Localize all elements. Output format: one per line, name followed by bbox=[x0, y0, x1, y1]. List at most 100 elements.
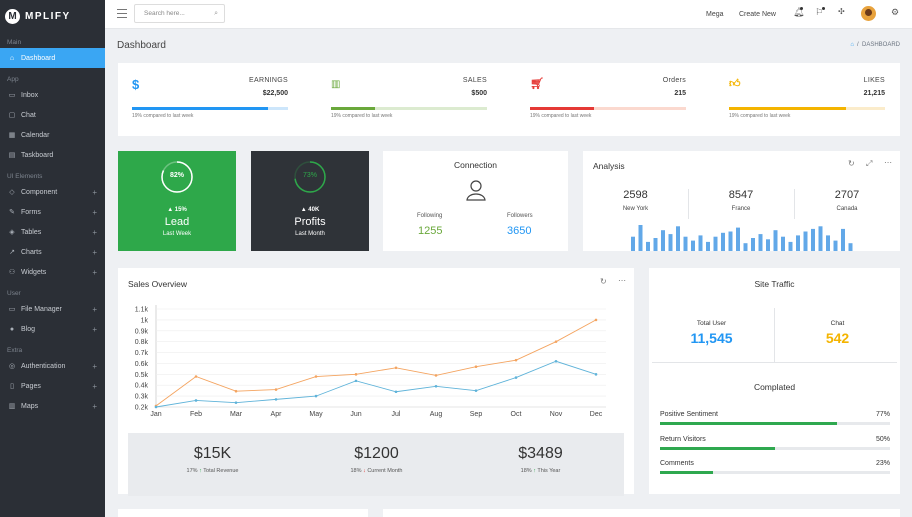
stat-progress-track bbox=[331, 107, 487, 110]
y-tick-label: 0.6k bbox=[135, 361, 149, 368]
analysis-bar bbox=[751, 238, 755, 251]
sidebar-item-authentication[interactable]: ◎ Authentication + bbox=[0, 356, 105, 376]
section-title-ui-elements: UI Elements bbox=[7, 173, 43, 180]
sidebar-item-taskboard[interactable]: ▤ Taskboard bbox=[0, 145, 105, 165]
translate-icon[interactable]: ✣ bbox=[838, 7, 845, 16]
summary-label: Current Month bbox=[367, 468, 403, 474]
sidebar-item-inbox[interactable]: ▭ Inbox bbox=[0, 85, 105, 105]
data-point bbox=[274, 398, 278, 401]
fullscreen-icon[interactable]: ⤢ bbox=[866, 159, 873, 168]
summary-box: $15K 17% ↑ Total Revenue $1200 18% ↓ Cur… bbox=[128, 433, 624, 496]
analysis-bar bbox=[773, 230, 778, 251]
breadcrumb: ⌂ / DASHBOARD bbox=[850, 42, 900, 48]
x-tick-label: Dec bbox=[590, 411, 603, 418]
expand-icon: + bbox=[92, 304, 97, 314]
analysis-bar bbox=[781, 236, 785, 251]
sidebar-item-maps[interactable]: ▥ Maps + bbox=[0, 396, 105, 416]
following-label: Following bbox=[417, 213, 443, 219]
bell-icon[interactable]: 🔔︎ bbox=[793, 7, 805, 17]
sales-overview-card: Sales Overview ↻ ⋯ 0.2k 0.3k 0.4k 0.5k 0.6k 0… bbox=[118, 268, 634, 496]
lead-progress-ring bbox=[161, 161, 193, 193]
profits-percent: 73% bbox=[302, 172, 317, 179]
data-point bbox=[154, 405, 158, 409]
sidebar-item-chat[interactable]: ▢ Chat bbox=[0, 105, 105, 125]
stat-value: 215 bbox=[674, 90, 686, 97]
refresh-icon[interactable]: ↻ bbox=[848, 159, 855, 168]
sidebar-item-component[interactable]: ◇ Component + bbox=[0, 182, 105, 202]
analysis-bar bbox=[721, 232, 725, 251]
data-point bbox=[274, 388, 278, 391]
sidebar-item-blog[interactable]: ● Blog + bbox=[0, 319, 105, 339]
gear-icon[interactable]: ⚙ bbox=[891, 7, 900, 17]
sidebar-item-widgets[interactable]: ⚇ Widgets + bbox=[0, 262, 105, 282]
trend-up-icon: ↑ bbox=[199, 468, 202, 474]
analysis-bar bbox=[676, 226, 680, 251]
x-tick-label: Apr bbox=[271, 411, 283, 418]
mega-menu-link[interactable]: Mega bbox=[706, 11, 724, 18]
sidebar-item-label: File Manager bbox=[21, 305, 62, 313]
data-point bbox=[514, 358, 518, 362]
total-user-value: 11,545 bbox=[690, 330, 733, 346]
lead-percent: 82% bbox=[169, 172, 184, 179]
topbar: Search here... ⌕ Mega Create New 🔔︎ ⚐ ✣ … bbox=[105, 0, 912, 29]
sidebar-item-label: Forms bbox=[21, 208, 41, 216]
followers-label: Followers bbox=[507, 213, 533, 219]
profits-delta: ▲ 40K bbox=[300, 207, 320, 213]
sidebar-item-label: Maps bbox=[21, 402, 39, 410]
profits-subtitle: Last Month bbox=[295, 231, 325, 237]
sidebar-item-charts[interactable]: ↗ Charts + bbox=[0, 242, 105, 262]
y-tick-label: 0.8k bbox=[135, 339, 149, 346]
home-icon[interactable]: ⌂ bbox=[850, 42, 854, 48]
stat-label: EARNINGS bbox=[249, 77, 288, 84]
connection-title: Connection bbox=[453, 160, 497, 170]
x-tick-label: Jul bbox=[392, 411, 401, 418]
progress-fill bbox=[660, 422, 838, 425]
data-point bbox=[554, 359, 558, 363]
expand-icon: + bbox=[92, 381, 97, 391]
more-icon[interactable]: ⋯ bbox=[618, 276, 626, 285]
tag-icon: ◈ bbox=[9, 229, 15, 236]
chat-icon: ▢ bbox=[8, 112, 16, 119]
sidebar-item-dashboard[interactable]: ⌂ Dashboard bbox=[0, 48, 105, 68]
profits-tile: 73% ▲ 40K Profits Last Month bbox=[251, 151, 369, 251]
divider bbox=[652, 362, 897, 363]
completed-title: Complated bbox=[753, 382, 796, 392]
sidebar-item-forms[interactable]: ✎ Forms + bbox=[0, 202, 105, 222]
analysis-bar bbox=[811, 228, 815, 251]
x-tick-label: Nov bbox=[550, 411, 563, 418]
thumbs-up-icon: 👍︎ bbox=[729, 78, 741, 90]
total-user-label: Total User bbox=[696, 320, 727, 327]
sidebar-item-calendar[interactable]: ▦ Calendar bbox=[0, 125, 105, 145]
create-new-link[interactable]: Create New bbox=[739, 11, 776, 18]
refresh-icon[interactable]: ↻ bbox=[600, 277, 607, 286]
search-input[interactable]: Search here... ⌕ bbox=[134, 4, 225, 23]
data-point bbox=[314, 394, 318, 398]
stat-progress-fill bbox=[530, 107, 594, 110]
data-point bbox=[554, 340, 558, 343]
sidebar-item-tables[interactable]: ◈ Tables + bbox=[0, 222, 105, 242]
summary-percent: 18% bbox=[520, 468, 532, 474]
avatar[interactable] bbox=[861, 6, 876, 21]
y-tick-label: 1.1k bbox=[135, 307, 149, 314]
brand[interactable]: M MPLIFY bbox=[0, 0, 105, 32]
more-icon[interactable]: ⋯ bbox=[884, 158, 892, 167]
analysis-bar bbox=[706, 241, 710, 251]
search-icon[interactable]: ⌕ bbox=[214, 10, 218, 17]
sidebar-item-label: Chat bbox=[21, 111, 36, 119]
expand-icon: + bbox=[92, 207, 97, 217]
brand-name: MPLIFY bbox=[25, 10, 71, 22]
flag-icon[interactable]: ⚐ bbox=[815, 7, 824, 17]
menu-icon[interactable] bbox=[117, 9, 127, 18]
analysis-title: Analysis bbox=[593, 161, 625, 171]
section-title-user: User bbox=[7, 290, 21, 297]
data-point bbox=[514, 376, 518, 379]
sidebar-item-file-manager[interactable]: ▭ File Manager + bbox=[0, 299, 105, 319]
stat-note: 19% compared to last week bbox=[530, 113, 592, 119]
analysis-bar bbox=[668, 234, 673, 251]
sidebar-item-label: Authentication bbox=[21, 362, 66, 370]
brand-logo: M bbox=[5, 8, 20, 24]
analysis-bar bbox=[736, 227, 740, 251]
sidebar-item-label: Taskboard bbox=[21, 151, 54, 159]
data-point bbox=[394, 366, 398, 370]
sidebar-item-pages[interactable]: ▯ Pages + bbox=[0, 376, 105, 396]
